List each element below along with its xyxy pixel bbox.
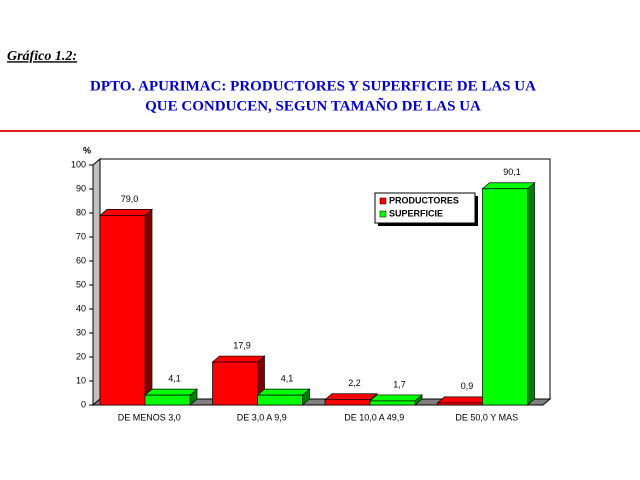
bar	[324, 399, 371, 406]
y-tick-label: 90	[76, 183, 86, 193]
data-label: 79,0	[121, 194, 139, 204]
y-tick-label: 100	[71, 159, 86, 169]
bar-top	[436, 396, 491, 404]
y-tick-label: 80	[76, 207, 86, 217]
y-tick-label: 30	[76, 327, 86, 337]
data-label: 4,1	[168, 374, 181, 384]
bar	[369, 400, 416, 406]
data-label: 0,9	[461, 381, 474, 391]
x-tick-label: DE MENOS 3,0	[118, 412, 181, 422]
data-label: 90,1	[503, 167, 521, 177]
legend-label: SUPERFICIE	[389, 208, 443, 218]
legend-swatch	[379, 210, 387, 218]
bar-side	[144, 208, 153, 406]
y-axis-label: %	[83, 145, 91, 155]
y-tick-label: 10	[76, 375, 86, 385]
bar	[257, 394, 303, 406]
bar-top	[324, 393, 378, 401]
data-label: 2,2	[348, 378, 361, 388]
chart-title: DPTO. APURIMAC: PRODUCTORES Y SUPERFICIE…	[90, 78, 536, 94]
chart-title: QUE CONDUCEN, SEGUN TAMAÑO DE LAS UA	[145, 96, 481, 114]
bar	[212, 361, 258, 406]
data-label: 1,7	[393, 379, 406, 389]
bar-side	[527, 181, 535, 406]
bar-top	[211, 355, 266, 363]
legend	[374, 192, 476, 224]
bar	[482, 188, 528, 406]
bar-top	[481, 182, 536, 190]
x-tick-label: DE 3,0 A 9,9	[237, 412, 287, 422]
legend-swatch	[379, 197, 387, 205]
bar	[144, 394, 191, 406]
bar	[99, 215, 146, 406]
data-label: 17,9	[233, 340, 251, 350]
y-tick-label: 70	[76, 231, 86, 241]
legend-label: PRODUCTORES	[389, 195, 459, 205]
bar-top	[369, 394, 423, 402]
bar-top	[99, 209, 153, 216]
x-tick-label: DE 10,0 A 49,9	[344, 412, 404, 422]
y-tick-label: 0	[81, 399, 86, 409]
header: Gráfico 1.2:	[7, 49, 77, 64]
x-tick-label: DE 50,0 Y MAS	[455, 412, 518, 422]
y-tick-label: 20	[76, 351, 86, 361]
bar-top	[256, 388, 311, 396]
data-label: 4,1	[281, 374, 294, 384]
y-tick-label: 60	[76, 255, 86, 265]
bar-top	[144, 388, 198, 396]
bar	[437, 402, 483, 406]
side-wall	[92, 157, 101, 407]
y-tick-label: 40	[76, 303, 86, 313]
y-tick-label: 50	[76, 279, 86, 289]
